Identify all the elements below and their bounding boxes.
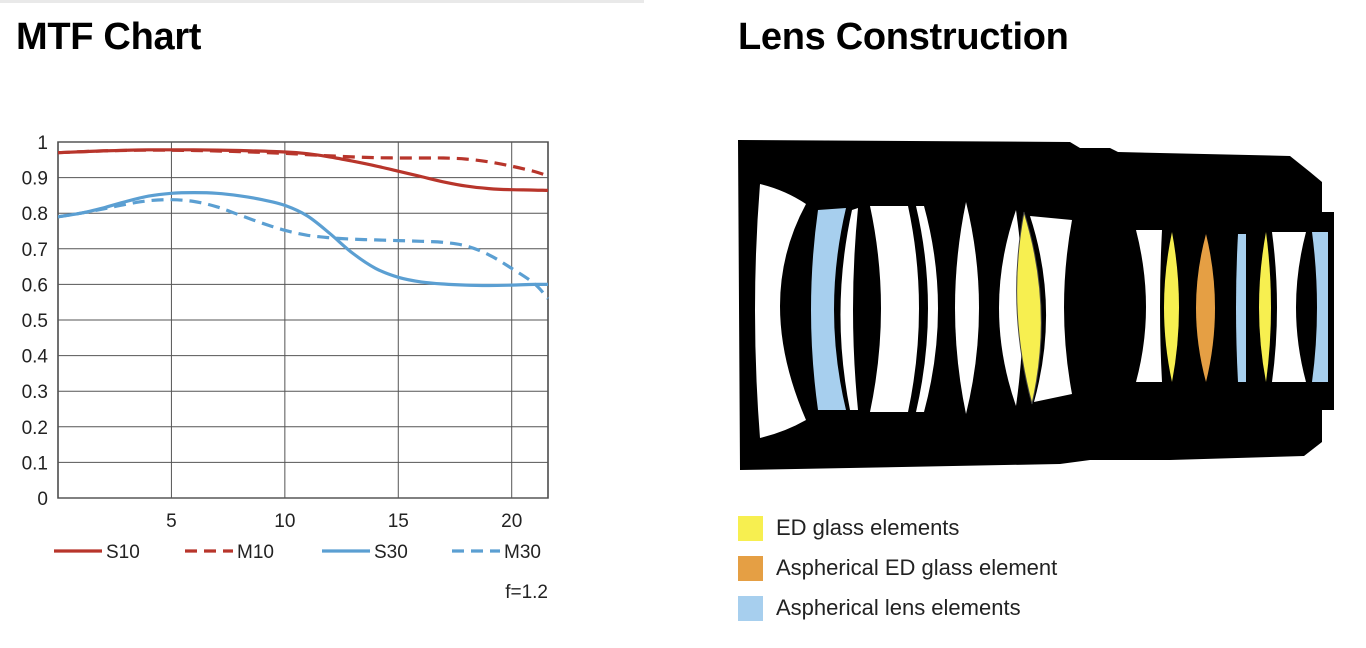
lens-element-5 — [916, 206, 938, 412]
y-tick-label: 0.1 — [22, 453, 48, 474]
x-tick-label: 15 — [388, 511, 409, 532]
lens-element-4 — [870, 206, 919, 412]
legend-item-aspherical: Aspherical lens elements — [738, 588, 1057, 628]
chart-legend: S10 M10 S30 M30 — [54, 542, 541, 563]
lens-element-15 — [1272, 232, 1306, 382]
aspherical-swatch — [738, 595, 763, 621]
lens-element-2-aspherical — [811, 208, 846, 410]
y-tick-label: 0.6 — [22, 275, 48, 296]
lens-legend: ED glass elements Aspherical ED glass el… — [738, 508, 1057, 628]
lens-element-7 — [999, 210, 1023, 406]
aspherical-ed-swatch — [738, 555, 763, 581]
x-tick-label: 20 — [501, 511, 522, 532]
y-tick-label: 0.9 — [22, 169, 48, 190]
lens-diagram — [738, 140, 1334, 470]
legend-item-ed: ED glass elements — [738, 508, 1057, 548]
lens-element-16-aspherical — [1312, 232, 1328, 382]
lens-element-13-aspherical — [1236, 234, 1246, 382]
lens-construction-title: Lens Construction — [738, 16, 1069, 58]
legend-label-s10: S10 — [106, 542, 140, 563]
y-tick-label: 0.2 — [22, 418, 48, 439]
chart-tick-labels: 00.10.20.30.40.50.60.70.80.915 10 15 20 — [22, 133, 523, 532]
chart-series-lines — [58, 148, 549, 300]
y-tick-label: 0 — [37, 489, 48, 510]
series-line-s30 — [58, 190, 549, 288]
ed-swatch — [738, 515, 763, 541]
series-line-s10 — [58, 148, 549, 192]
lens-element-11-ed — [1164, 232, 1179, 382]
lens-element-10 — [1136, 230, 1162, 382]
lens-element-1 — [755, 184, 806, 438]
lens-element-3 — [840, 208, 858, 410]
y-tick-label: 0.7 — [22, 240, 48, 261]
y-tick-label: 0.4 — [22, 347, 49, 368]
series-line-m30 — [58, 198, 549, 300]
lens-element-8-ed — [1016, 211, 1042, 405]
lens-element-6 — [955, 202, 979, 414]
chart-grid — [57, 141, 549, 499]
y-tick-label: 1 — [37, 133, 48, 154]
legend-label-s30: S30 — [374, 542, 408, 563]
legend-label-m30: M30 — [504, 542, 541, 563]
lens-element-14-ed — [1259, 232, 1271, 382]
y-tick-label: 0.5 — [22, 311, 48, 332]
x-tick-label: 5 — [166, 511, 177, 532]
legend-label-m10: M10 — [237, 542, 274, 563]
mtf-chart-title: MTF Chart — [16, 16, 202, 58]
x-tick-label: 10 — [274, 511, 295, 532]
series-line-m10 — [58, 148, 549, 178]
legend-label-aspherical-ed: Aspherical ED glass element — [776, 555, 1058, 580]
lens-element-12-aspherical-ed — [1196, 234, 1215, 382]
y-tick-label: 0.3 — [22, 382, 48, 403]
legend-label-aspherical: Aspherical lens elements — [776, 595, 1021, 620]
legend-item-aspherical-ed: Aspherical ED glass element — [738, 548, 1057, 588]
aperture-annotation: f=1.2 — [505, 582, 548, 603]
mtf-chart: 00.10.20.30.40.50.60.70.80.915 10 15 20 S10… — [22, 133, 549, 603]
top-divider — [0, 0, 644, 3]
legend-label-ed: ED glass elements — [776, 515, 960, 540]
lens-element-9 — [1030, 216, 1072, 402]
y-tick-label: 0.8 — [22, 204, 48, 225]
